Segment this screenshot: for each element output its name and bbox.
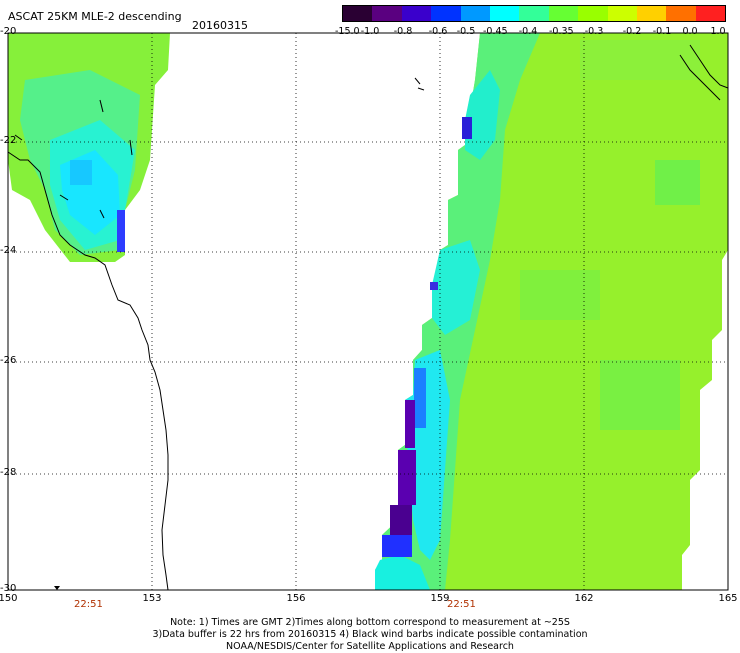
colorbar-label: -0.3 (584, 26, 604, 37)
longitude-label: 159 (430, 593, 450, 604)
colorbar-swatch (636, 6, 667, 21)
colorbar-swatch (578, 6, 608, 21)
map-date: 20160315 (192, 19, 248, 32)
pass-time-east: 22:51 (447, 599, 476, 610)
latitude-label: -26 (0, 355, 17, 366)
colorbar-swatch (489, 6, 520, 21)
longitude-label: 156 (286, 593, 306, 604)
longitude-label: 162 (574, 593, 594, 604)
longitude-label: 165 (718, 593, 738, 604)
west-swath (8, 33, 170, 262)
colorbar-swatch (460, 6, 490, 21)
colorbar-swatch (401, 6, 432, 21)
latitude-label: -28 (0, 467, 17, 478)
colorbar-swatch (607, 6, 637, 21)
colorbar-label: 0.0 (682, 26, 698, 37)
longitude-label: 150 (0, 593, 18, 604)
colorbar-label: -0.6 (428, 26, 448, 37)
graticule (8, 33, 728, 590)
colorbar-label: -0.1 (652, 26, 672, 37)
note-line-3: NOAA/NESDIS/Center for Satellite Applica… (226, 641, 514, 652)
colorbar-swatch (695, 6, 726, 21)
pass-time-west: 22:51 (74, 599, 103, 610)
colorbar-swatch (548, 6, 579, 21)
east-swath (375, 33, 728, 590)
colorbar-swatch (431, 6, 461, 21)
latitude-label: -22 (0, 135, 17, 146)
colorbar-swatch (519, 6, 549, 21)
note-line-2: 3)Data buffer is 22 hrs from 20160315 4)… (152, 629, 588, 640)
colorbar-label: -0.35 (549, 26, 574, 37)
colorbar-swatch (666, 6, 696, 21)
colorbar-label: -0.4 (518, 26, 538, 37)
colorbar-label: -1.0 (360, 26, 380, 37)
note-text: Note: 1) Times are GMT 2)Times along bot… (0, 617, 740, 653)
colorbar-label: 1.0 (710, 26, 726, 37)
colorbar-swatch (343, 6, 373, 21)
latitude-label: -20 (0, 26, 17, 37)
map-title: ASCAT 25KM MLE-2 descending (8, 10, 182, 23)
note-line-1: Note: 1) Times are GMT 2)Times along bot… (170, 617, 570, 628)
colorbar-swatch (372, 6, 402, 21)
colorbar-label: -15.0 (335, 26, 360, 37)
colorbar-label: -0.8 (393, 26, 413, 37)
latitude-label: -30 (0, 583, 17, 594)
coastline (7, 44, 729, 591)
latitude-label: -24 (0, 245, 17, 256)
pass-marker-icon (54, 586, 60, 590)
longitude-label: 153 (142, 593, 162, 604)
colorbar-label: -0.2 (622, 26, 642, 37)
colorbar-label: -0.5 (456, 26, 476, 37)
colorbar-swatches (342, 5, 726, 22)
colorbar-label: -0.45 (483, 26, 508, 37)
